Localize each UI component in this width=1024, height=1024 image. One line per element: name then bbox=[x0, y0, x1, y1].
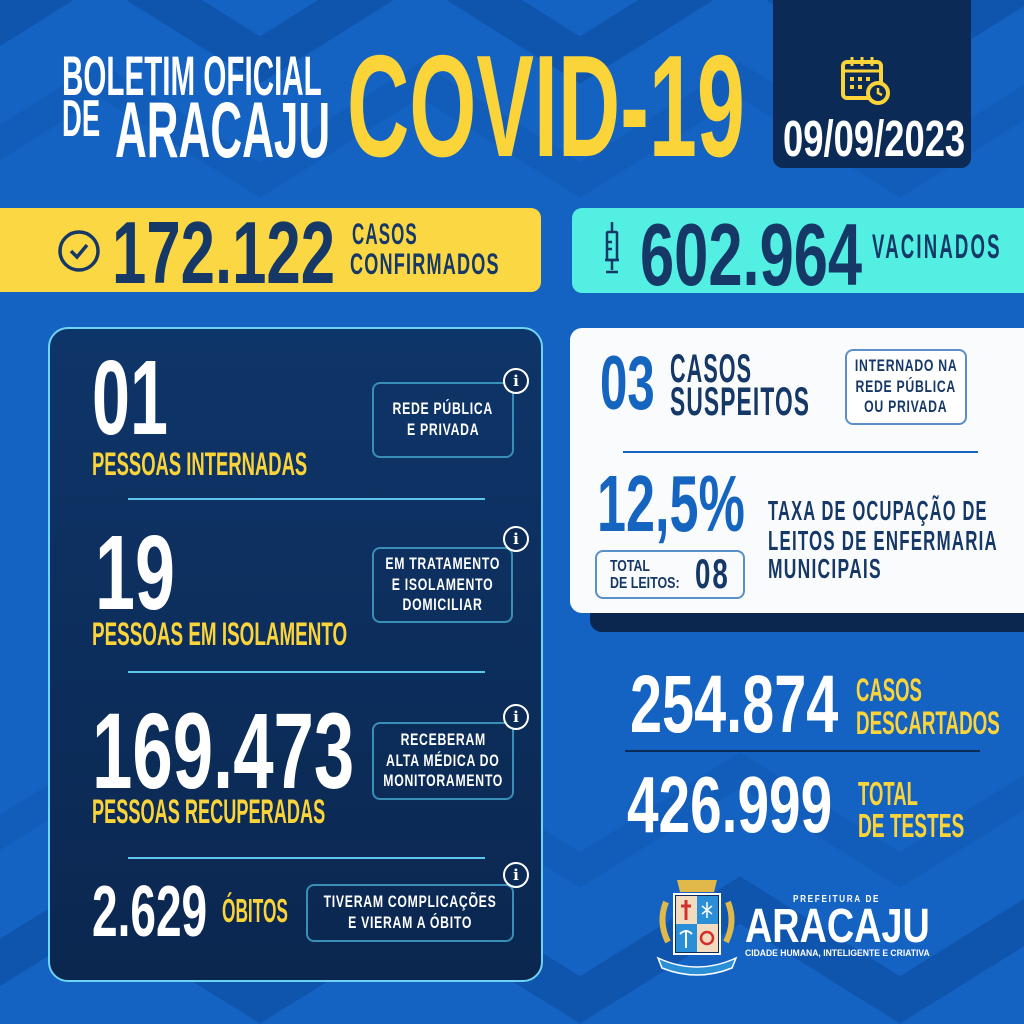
deaths-note: TIVERAM COMPLICAÇÕES E VIERAM A ÓBITO bbox=[306, 884, 514, 942]
beds-value: 08 bbox=[695, 550, 730, 597]
suspected-note: INTERNADO NA REDE PÚBLICA OU PRIVADA bbox=[845, 349, 967, 425]
note-line: DOMICILIAR bbox=[402, 595, 483, 615]
hospitalized-note: REDE PÚBLICA E PRIVADA bbox=[372, 382, 514, 458]
note-line: REDE PÚBLICA bbox=[392, 399, 494, 419]
logo-prefeitura: PREFEITURA DE bbox=[793, 894, 881, 905]
vaccinated-label: VACINADOS bbox=[872, 228, 1002, 266]
note-line: ALTA MÉDICA DO bbox=[386, 750, 500, 770]
bulletin-date: 09/09/2023 bbox=[783, 110, 966, 167]
isolation-value: 19 bbox=[95, 514, 175, 632]
isolation-note: EM TRATAMENTO E ISOLAMENTO DOMICILIAR bbox=[372, 547, 513, 623]
divider bbox=[128, 498, 485, 500]
title-de: DE bbox=[62, 90, 101, 148]
total-beds-box bbox=[595, 550, 745, 599]
note-line: RECEBERAM bbox=[400, 729, 486, 749]
patients-panel bbox=[48, 327, 543, 982]
info-icon[interactable]: i bbox=[503, 368, 529, 394]
vaccinated-bar bbox=[572, 208, 1024, 293]
vaccinated-value: 602.964 bbox=[640, 205, 863, 304]
beds-label-2: DE LEITOS: bbox=[610, 575, 680, 592]
title-aracaju: ARACAJU bbox=[115, 85, 331, 174]
headline-covid: COVID-19 bbox=[347, 25, 745, 187]
tests-label-2: DE TESTES bbox=[858, 807, 965, 844]
info-icon[interactable]: i bbox=[503, 862, 529, 888]
hospitalized-label: PESSOAS INTERNADAS bbox=[92, 446, 308, 482]
confirmed-bar bbox=[0, 208, 541, 292]
note-line: E PRIVADA bbox=[406, 420, 480, 439]
recovered-label: PESSOAS RECUPERADAS bbox=[92, 793, 326, 831]
divider bbox=[623, 451, 978, 453]
divider bbox=[625, 750, 980, 752]
note-line: OU PRIVADA bbox=[864, 397, 948, 417]
discarded-value: 254.874 bbox=[630, 659, 839, 750]
calendar-clock-icon bbox=[841, 57, 890, 105]
discarded-label-1: CASOS bbox=[856, 672, 922, 708]
occupancy-label-2: LEITOS DE ENFERMARIA bbox=[768, 525, 998, 556]
title-line1: BOLETIM OFICIAL bbox=[62, 44, 322, 107]
suspected-value: 03 bbox=[600, 341, 655, 426]
logo-aracaju: ARACAJU bbox=[745, 900, 930, 953]
tests-label-1: TOTAL bbox=[858, 775, 918, 812]
recovered-note: RECEBERAM ALTA MÉDICA DO MONITORAMENTO bbox=[372, 722, 514, 800]
note-line: EM TRATAMENTO bbox=[385, 553, 500, 573]
recovered-value: 169.473 bbox=[92, 690, 355, 811]
deaths-label: ÓBITOS bbox=[222, 892, 288, 929]
isolation-label: PESSOAS EM ISOLAMENTO bbox=[92, 616, 348, 652]
occupancy-label-1: TAXA DE OCUPAÇÃO DE bbox=[768, 495, 988, 526]
note-line: E ISOLAMENTO bbox=[391, 574, 494, 594]
note-line: INTERNADO NA bbox=[854, 355, 958, 375]
tests-value: 426.999 bbox=[627, 760, 833, 849]
deaths-value: 2.629 bbox=[92, 872, 208, 952]
confirmed-label-2: CONFIRMADOS bbox=[350, 248, 500, 281]
note-line: REDE PÚBLICA bbox=[855, 376, 957, 396]
confirmed-value: 172.122 bbox=[112, 203, 336, 302]
syringe-icon bbox=[605, 222, 619, 274]
discarded-label-2: DESCARTADOS bbox=[856, 705, 1000, 741]
city-coat-of-arms-logo bbox=[656, 880, 738, 976]
suspected-label-1: CASOS bbox=[670, 347, 753, 391]
info-icon[interactable]: i bbox=[503, 704, 529, 730]
logo-tagline: CIDADE HUMANA, INTELIGENTE E CRIATIVA bbox=[745, 948, 930, 958]
hospitalized-value: 01 bbox=[92, 339, 168, 457]
divider bbox=[128, 857, 485, 859]
occupancy-label-3: MUNICIPAIS bbox=[768, 553, 882, 584]
info-icon[interactable]: i bbox=[503, 526, 529, 552]
beds-label-1: TOTAL bbox=[610, 558, 650, 575]
note-line: TIVERAM COMPLICAÇÕES bbox=[323, 892, 497, 912]
confirmed-label-1: CASOS bbox=[352, 218, 418, 251]
suspected-label-2: SUSPEITOS bbox=[670, 380, 811, 424]
check-circle-icon bbox=[58, 230, 100, 272]
note-line: E VIERAM A ÓBITO bbox=[348, 913, 472, 932]
divider bbox=[128, 671, 485, 673]
note-line: MONITORAMENTO bbox=[383, 771, 503, 791]
occupancy-value: 12,5% bbox=[597, 459, 745, 548]
